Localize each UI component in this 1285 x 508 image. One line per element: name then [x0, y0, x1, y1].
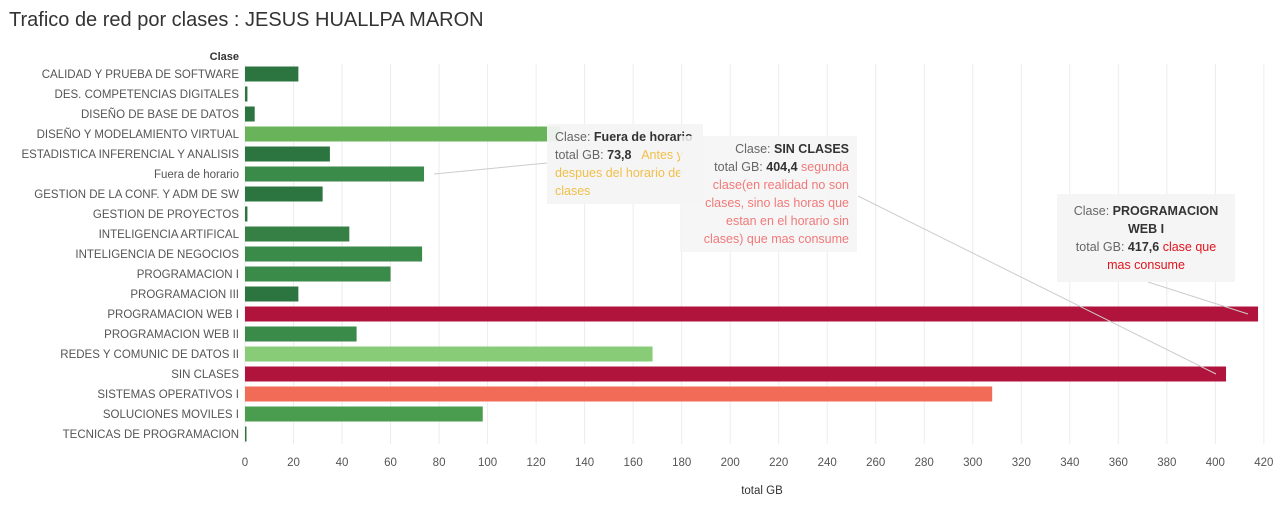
annotation-class-name: PROGRAMACION WEB I — [1112, 204, 1219, 236]
bar — [245, 226, 350, 242]
bar — [245, 126, 561, 142]
bar — [245, 166, 425, 182]
bar — [245, 346, 653, 362]
category-label: Fuera de horario — [154, 169, 239, 181]
x-tick-label: 280 — [915, 457, 934, 469]
category-label: SISTEMAS OPERATIVOS I — [97, 389, 239, 401]
category-label: SOLUCIONES MOVILES I — [103, 409, 239, 421]
chart-title: Trafico de red por clases : JESUS HUALLP… — [9, 9, 484, 31]
x-tick-label: 40 — [336, 457, 349, 469]
bar — [245, 146, 330, 162]
x-tick-label: 220 — [769, 457, 788, 469]
bar — [245, 66, 299, 82]
category-label: DISEÑO DE BASE DE DATOS — [81, 108, 239, 121]
x-axis-title: total GB — [741, 485, 783, 497]
annotation-class-name: Fuera de horario — [593, 130, 693, 144]
bar — [245, 106, 255, 122]
bar — [245, 406, 483, 422]
category-label: GESTION DE PROYECTOS — [93, 209, 239, 221]
category-label: GESTION DE LA CONF. Y ADM DE SW — [34, 189, 239, 201]
bar — [245, 426, 247, 442]
annotation-label-prefix: Clase: — [735, 142, 771, 156]
annotation-note: Antes y despues del horario de clases — [555, 148, 683, 198]
x-tick-label: 320 — [1012, 457, 1031, 469]
x-tick-label: 420 — [1254, 457, 1273, 469]
x-tick-label: 140 — [575, 457, 594, 469]
x-tick-label: 120 — [527, 457, 546, 469]
bar — [245, 266, 391, 282]
x-tick-label: 300 — [963, 457, 982, 469]
annotation-label-prefix: Clase: — [1073, 204, 1110, 218]
category-label: PROGRAMACION WEB I — [107, 309, 239, 321]
bar — [245, 186, 323, 202]
x-tick-label: 20 — [287, 457, 300, 469]
x-tick-label: 200 — [721, 457, 740, 469]
category-label: PROGRAMACION WEB II — [104, 329, 239, 341]
annotation-connector — [1147, 281, 1249, 315]
bar — [245, 206, 248, 222]
x-tick-label: 180 — [672, 457, 691, 469]
annotation-total-value: 73,8 — [607, 148, 632, 162]
x-tick-label: 100 — [478, 457, 497, 469]
annotation-total-value: 417,6 — [1127, 240, 1160, 254]
bar — [245, 326, 357, 342]
annotation-connector — [857, 195, 1217, 375]
y-axis-header: Clase — [210, 51, 239, 63]
bar — [245, 366, 1227, 382]
category-label: PROGRAMACION III — [130, 289, 239, 301]
x-axis: 0 20 40 60 80 100 120 140 160 180 200 220 240 260 280 3… — [242, 457, 1274, 497]
category-labels: Clase CALIDAD Y PRUEBA DE SOFTWARE DES. CO… — [21, 51, 239, 441]
x-tick-label: 380 — [1157, 457, 1176, 469]
annotation-connector — [433, 162, 548, 175]
x-tick-label: 60 — [384, 457, 397, 469]
x-tick-label: 360 — [1109, 457, 1128, 469]
annotation-total-prefix: total GB: — [714, 160, 763, 174]
annotation-note: segunda clase(en realidad no son clases,… — [703, 160, 849, 246]
category-label: CALIDAD Y PRUEBA DE SOFTWARE — [42, 69, 240, 81]
category-label: INTELIGENCIA ARTIFICAL — [99, 229, 240, 241]
annotation-note: clase que mas consume — [1107, 240, 1217, 272]
annotation-label-prefix: Clase: — [555, 130, 591, 144]
category-label: DES. COMPETENCIAS DIGITALES — [55, 89, 240, 101]
annotation-total-value: 404,4 — [766, 160, 798, 174]
x-tick-label: 160 — [624, 457, 643, 469]
category-label: TECNICAS DE PROGRAMACION — [63, 429, 239, 441]
x-tick-label: 260 — [866, 457, 885, 469]
bar — [245, 286, 299, 302]
x-tick-label: 80 — [433, 457, 446, 469]
x-tick-label: 240 — [818, 457, 837, 469]
annotation-programacion-web-i: Clase: PROGRAMACION WEB I total GB: 417,… — [1057, 194, 1235, 282]
category-label: REDES Y COMUNIC DE DATOS II — [60, 349, 239, 361]
category-label: PROGRAMACION I — [137, 269, 239, 281]
bar — [245, 306, 1259, 322]
bar — [245, 386, 993, 402]
annotation-lines — [433, 162, 1249, 375]
bars-layer — [245, 66, 1259, 442]
bar — [245, 246, 423, 262]
category-label: INTELIGENCIA DE NEGOCIOS — [75, 249, 239, 261]
annotation-fuera-de-horario: Clase: Fuera de horario total GB: 73,8 A… — [547, 124, 703, 204]
annotation-class-name: SIN CLASES — [773, 142, 849, 156]
annotation-total-prefix: total GB: — [555, 148, 604, 162]
x-tick-label: 0 — [242, 457, 248, 469]
annotation-sin-clases: Clase: SIN CLASES total GB: 404,4 segund… — [680, 136, 857, 252]
x-tick-label: 340 — [1060, 457, 1079, 469]
annotation-total-prefix: total GB: — [1075, 240, 1125, 254]
bar — [245, 86, 248, 102]
x-tick-label: 400 — [1206, 457, 1225, 469]
category-label: DISEÑO Y MODELAMIENTO VIRTUAL — [37, 128, 240, 141]
category-label: ESTADISTICA INFERENCIAL Y ANALISIS — [21, 149, 239, 161]
category-label: SIN CLASES — [171, 369, 239, 381]
